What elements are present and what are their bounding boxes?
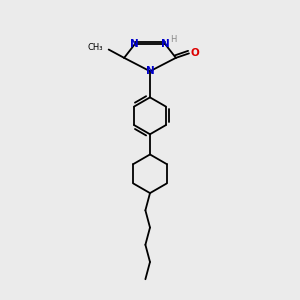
- Text: H: H: [171, 34, 177, 43]
- Text: CH₃: CH₃: [88, 43, 103, 52]
- Text: N: N: [130, 40, 139, 50]
- Text: O: O: [190, 48, 199, 59]
- Text: N: N: [161, 40, 170, 50]
- Text: N: N: [146, 66, 154, 76]
